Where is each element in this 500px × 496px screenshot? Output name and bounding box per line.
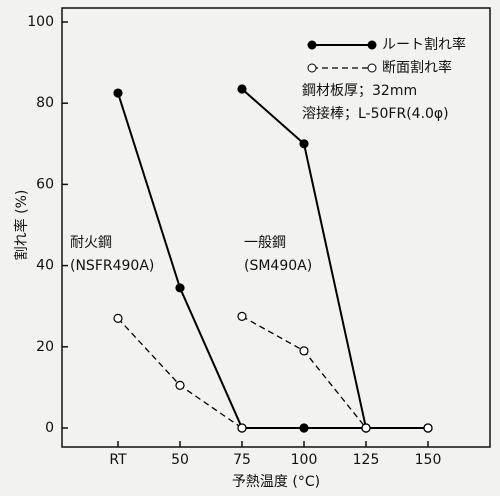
y-axis-title: 割れ率 (%) [13, 190, 30, 261]
x-axis-title: 予熱温度 (°C) [232, 474, 320, 490]
data-point [423, 423, 433, 433]
y-tick-label: 40 [36, 258, 54, 274]
legend-marker [307, 63, 317, 73]
data-point [361, 423, 371, 433]
legend-marker [367, 63, 377, 73]
annotation: (SM490A) [244, 258, 312, 274]
data-point [237, 311, 247, 321]
data-point [237, 423, 247, 433]
y-tick-label: 100 [27, 14, 54, 30]
legend-label: ルート割れ率 [382, 36, 466, 53]
x-tick-label: 125 [353, 452, 380, 468]
annotation: 溶接棒；L-50FR(4.0φ) [302, 105, 449, 122]
annotation: 一般鋼 [244, 235, 286, 251]
annotation: (NSFR490A) [70, 258, 154, 274]
data-point [299, 423, 309, 433]
plot-frame [61, 7, 491, 448]
legend-marker [367, 40, 377, 50]
y-tick-label: 20 [36, 339, 54, 355]
x-tick-label: 75 [233, 452, 251, 468]
x-tick-label: 50 [171, 452, 189, 468]
annotation: 鋼材板厚；32mm [302, 83, 417, 99]
series-line [117, 317, 243, 429]
data-point [113, 88, 123, 98]
data-point [113, 313, 123, 323]
annotation: 耐火鋼 [70, 235, 112, 251]
x-tick-label: 100 [291, 452, 318, 468]
y-tick-label: 80 [36, 95, 54, 111]
data-point [299, 139, 309, 149]
legend-marker [307, 40, 317, 50]
data-point [175, 283, 185, 293]
series-line [241, 315, 428, 429]
data-point [299, 346, 309, 356]
y-tick-label: 60 [36, 176, 54, 192]
data-point [237, 84, 247, 94]
x-tick-label: 150 [415, 452, 442, 468]
data-point [175, 380, 185, 390]
legend-label: 断面割れ率 [382, 59, 452, 76]
y-tick-label: 0 [45, 420, 54, 436]
x-tick-label: RT [109, 452, 127, 468]
